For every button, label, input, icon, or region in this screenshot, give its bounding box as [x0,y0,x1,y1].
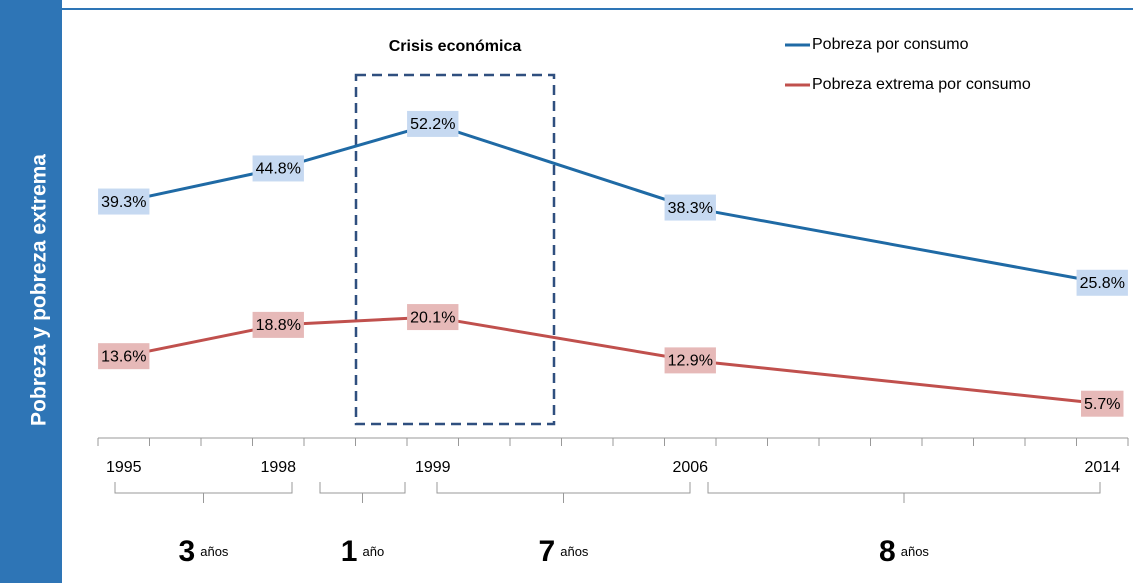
value-label-box [98,343,150,370]
line-segment [123,166,279,204]
bracket [114,482,293,503]
line-segment [278,315,433,327]
legend-label: Pobreza por consumo [812,36,969,53]
bracket [707,482,1101,503]
period-number: 1 [341,535,358,568]
period-number: 7 [539,535,556,568]
annotation: Crisis económica [389,38,522,55]
period-unit: años [560,544,589,559]
value-label: 20.1% [410,309,455,326]
bracket [436,482,691,503]
value-label: 38.3% [668,200,713,217]
value-label: 25.8% [1080,275,1125,292]
period-label: 1 año [341,535,384,568]
value-label-box [664,347,716,374]
value-label: 18.8% [256,317,301,334]
period-label: 8 años [879,535,929,568]
x-tick-label: 1999 [415,459,451,476]
x-tick-label: 1995 [106,459,142,476]
value-label-box [98,188,150,215]
period-number: 3 [179,535,196,568]
value-label: 44.8% [256,161,301,178]
value-label-box [664,194,716,221]
line-segment [432,122,691,209]
value-label-box [1081,390,1124,417]
value-label-box [252,311,304,338]
period-unit: años [200,544,229,559]
period-unit: año [362,544,384,559]
value-label-box [252,155,304,182]
line-segment [277,122,434,170]
bracket [319,482,406,503]
period-unit: años [901,544,930,559]
line-segment [689,206,1103,285]
x-tick-label: 2014 [1084,459,1120,476]
period-label: 7 años [539,535,589,568]
value-label: 5.7% [1084,396,1120,413]
value-label: 12.9% [668,353,713,370]
x-tick-label: 1998 [260,459,296,476]
period-number: 8 [879,535,896,568]
value-label: 52.2% [410,116,455,133]
legend-label: Pobreza extrema por consumo [812,76,1031,93]
value-label: 13.6% [101,348,146,365]
value-label-box [407,304,459,331]
value-label: 39.3% [101,194,146,211]
value-label-box [1076,269,1128,296]
period-label: 3 años [179,535,229,568]
crisis-box [354,73,556,426]
line-segment [432,315,691,362]
value-label-box [407,110,459,137]
line-segment [690,358,1103,406]
y-axis-label: Pobreza y pobreza extrema [28,154,51,426]
sidebar [0,0,62,583]
x-tick-label: 2006 [672,459,708,476]
line-segment [123,323,279,358]
